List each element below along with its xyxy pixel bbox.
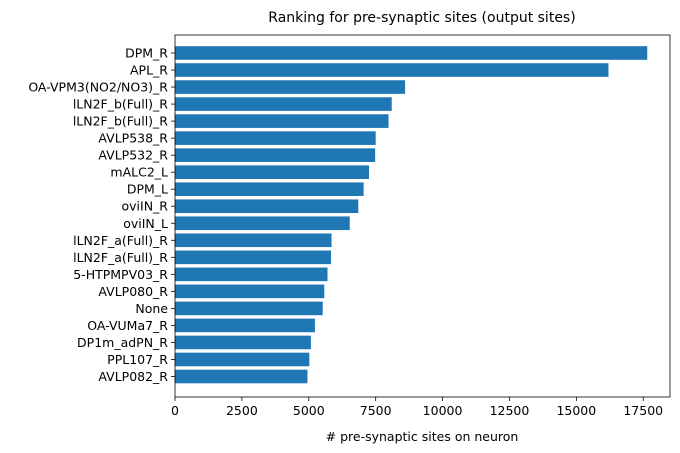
y-tick-label: None xyxy=(135,301,168,316)
bar xyxy=(175,216,350,231)
bar xyxy=(175,131,376,145)
bar xyxy=(175,199,359,214)
bar xyxy=(175,80,406,94)
y-tick-label: AVLP532_R xyxy=(98,148,168,163)
x-tick-label: 7500 xyxy=(360,403,392,418)
y-axis-ticks: DPM_R APL_R OA-VPM3(NO2/NO3)_R lLN2F_b(Full… xyxy=(28,46,175,384)
bar xyxy=(175,182,364,197)
bar xyxy=(175,267,328,282)
bars-group xyxy=(175,46,648,384)
bar xyxy=(175,301,323,316)
chart-title: Ranking for pre-synaptic sites (output s… xyxy=(268,10,575,26)
y-tick-label: APL_R xyxy=(130,63,168,78)
y-tick-label: AVLP538_R xyxy=(98,131,168,146)
y-tick-label: DP1m_adPN_R xyxy=(77,335,168,350)
x-axis-ticks: 0 2500 5000 7500 10000 12500 15000 17500 xyxy=(171,397,663,418)
bar xyxy=(175,63,609,77)
y-tick-label: 5-HTPMPV03_R xyxy=(73,267,168,282)
y-tick-label: lLN2F_a(Full)_R xyxy=(73,233,168,248)
x-tick-label: 15000 xyxy=(556,403,596,418)
bar xyxy=(175,114,389,128)
bar xyxy=(175,318,315,333)
y-tick-label: lLN2F_b(Full)_R xyxy=(73,114,168,129)
y-tick-label: lLN2F_b(Full)_R xyxy=(73,97,168,112)
y-tick-label: OA-VUMa7_R xyxy=(87,318,168,333)
bar xyxy=(175,369,308,384)
x-tick-label: 5000 xyxy=(293,403,325,418)
x-tick-label: 2500 xyxy=(226,403,258,418)
bar xyxy=(175,335,311,350)
plot-frame xyxy=(174,34,671,398)
y-tick-label: oviIN_L xyxy=(123,216,168,231)
bar xyxy=(175,233,332,248)
y-tick-label: lLN2F_a(Full)_R xyxy=(73,250,168,265)
bar xyxy=(175,284,325,299)
y-tick-label: DPM_R xyxy=(125,46,168,61)
y-tick-label: oviIN_R xyxy=(122,199,169,214)
x-tick-label: 10000 xyxy=(423,403,463,418)
bar xyxy=(175,148,376,162)
bar xyxy=(175,97,392,111)
y-tick-label: AVLP080_R xyxy=(98,284,168,299)
y-tick-label: mALC2_L xyxy=(110,165,168,180)
bar xyxy=(175,165,369,179)
bar xyxy=(175,46,648,60)
y-tick-label: AVLP082_R xyxy=(98,369,168,384)
bar xyxy=(175,250,331,265)
x-tick-label: 12500 xyxy=(490,403,530,418)
x-tick-label: 17500 xyxy=(623,403,663,418)
y-tick-label: DPM_L xyxy=(127,182,168,197)
bar xyxy=(175,352,310,367)
x-tick-label: 0 xyxy=(171,403,179,418)
y-tick-label: PPL107_R xyxy=(107,352,168,367)
y-tick-label: OA-VPM3(NO2/NO3)_R xyxy=(28,80,168,95)
x-axis-label: # pre-synaptic sites on neuron xyxy=(326,429,519,444)
